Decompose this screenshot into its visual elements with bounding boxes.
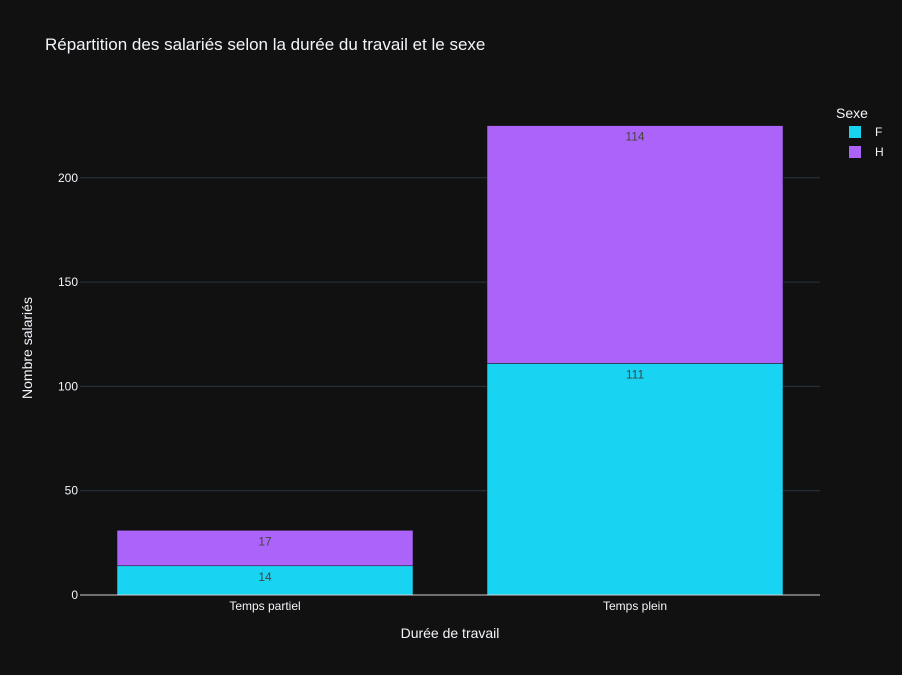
- legend-label-h: H: [875, 145, 884, 159]
- bar-h-temps-partiel: [116, 530, 414, 567]
- y-tick-label-200: 200: [58, 171, 78, 185]
- legend-label-f: F: [875, 125, 882, 139]
- legend-swatch-h: [849, 146, 861, 158]
- y-tick-label-100: 100: [58, 379, 78, 393]
- y-axis-title: Nombre salariés: [19, 297, 35, 399]
- chart-title: Répartition des salariés selon la durée …: [45, 35, 485, 54]
- data-label-f-temps-plein: 111: [626, 367, 645, 381]
- x-tick-label-temps-partiel: Temps partiel: [229, 599, 300, 613]
- bar-f-temps-plein: [486, 363, 784, 596]
- bars: [116, 125, 784, 596]
- bar-labels: 14 17 111 114: [258, 130, 645, 584]
- axes: 0 50 100 150 200 Temps partiel Temps plein: [58, 171, 820, 613]
- data-label-f-temps-partiel: 14: [258, 570, 272, 584]
- x-axis-title: Durée de travail: [401, 625, 500, 641]
- y-tick-label-0: 0: [71, 588, 78, 602]
- legend-title: Sexe: [836, 105, 868, 121]
- legend-swatch-f: [849, 126, 861, 138]
- bar-h-temps-plein: [486, 125, 784, 364]
- legend: Sexe FH: [836, 105, 884, 159]
- y-tick-label-150: 150: [58, 275, 78, 289]
- data-label-h-temps-plein: 114: [625, 130, 644, 144]
- data-label-h-temps-partiel: 17: [258, 534, 272, 548]
- y-tick-label-50: 50: [65, 484, 79, 498]
- x-tick-label-temps-plein: Temps plein: [603, 599, 667, 613]
